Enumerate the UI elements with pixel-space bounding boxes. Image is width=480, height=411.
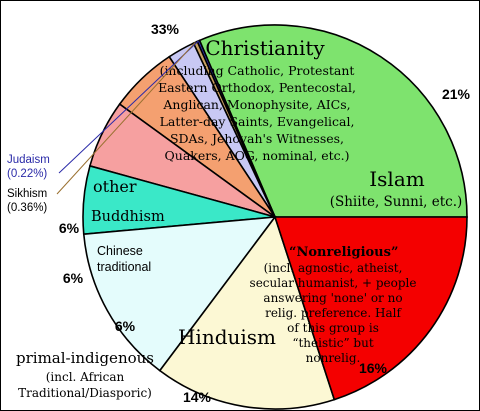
christianity-detail-line: SDAs, Jehovah's Witnesses, bbox=[170, 131, 344, 146]
judaism-leader-line bbox=[58, 40, 199, 174]
nonreligious-detail-line: (incl. agnostic, atheist, bbox=[264, 261, 403, 275]
christianity-detail-line: Anglican, Monophysite, AICs, bbox=[162, 97, 350, 112]
judaism-percent-label: (0.22%) bbox=[7, 168, 47, 180]
nonreligious-percent-label: 16% bbox=[359, 360, 388, 376]
nonreligious-detail-line: secular humanist, + people bbox=[250, 276, 417, 290]
christianity-detail-line: (including Catholic, Protestant bbox=[160, 63, 355, 78]
primal-indigenous-detail-line: (incl. African bbox=[46, 370, 125, 384]
christianity-detail-line: Eastern Orthodox, Pentecostal, bbox=[158, 80, 356, 95]
slice-nonreligious bbox=[158, 215, 336, 410]
buddhism-title: Buddhism bbox=[91, 209, 165, 225]
nonreligious-detail-line: “theistic” but bbox=[292, 336, 374, 350]
islam-detail-line: (Shiite, Sunni, etc.) bbox=[330, 194, 463, 210]
nonreligious-title: “Nonreligious” bbox=[289, 245, 398, 260]
sikhism-label: Sikhism bbox=[7, 188, 47, 200]
judaism-label: Judaism bbox=[7, 154, 50, 166]
islam-percent-label: 21% bbox=[442, 86, 471, 102]
nonreligious-detail-line: relig. preference. Half bbox=[265, 306, 402, 320]
slice-christianity bbox=[198, 24, 468, 218]
christianity-title: Christianity bbox=[205, 36, 325, 60]
primal-indigenous-title: primal-indigenous bbox=[16, 349, 154, 367]
slice-hinduism bbox=[82, 216, 277, 372]
buddhism-percent-label: 6% bbox=[59, 220, 80, 236]
primal-indigenous-percent-label: 6% bbox=[115, 318, 136, 334]
sikhism-percent-label: (0.36%) bbox=[7, 202, 47, 214]
christianity-detail-line: Quakers, AOG, nominal, etc.) bbox=[165, 148, 350, 163]
slice-islam bbox=[273, 216, 468, 401]
chinese-traditional-label-line: Chinese bbox=[97, 244, 143, 258]
primal-indigenous-detail-line: Traditional/Diasporic) bbox=[18, 386, 152, 400]
chinese-traditional-label-line: traditional bbox=[97, 260, 151, 274]
other-title: other bbox=[93, 177, 137, 196]
chinese-traditional-percent-label: 6% bbox=[63, 270, 84, 286]
hinduism-percent-label: 14% bbox=[183, 389, 212, 405]
christianity-percent-label: 33% bbox=[151, 21, 180, 37]
sikhism-leader-line bbox=[56, 41, 196, 195]
christianity-detail-line: Latter-day Saints, Evangelical, bbox=[160, 114, 355, 129]
nonreligious-detail-line: of this group is bbox=[287, 321, 379, 335]
islam-title: Islam bbox=[369, 167, 424, 191]
nonreligious-detail-line: nonrelig. bbox=[306, 351, 361, 365]
nonreligious-detail-line: answering 'none' or no bbox=[263, 291, 402, 305]
hinduism-title: Hinduism bbox=[178, 325, 276, 349]
